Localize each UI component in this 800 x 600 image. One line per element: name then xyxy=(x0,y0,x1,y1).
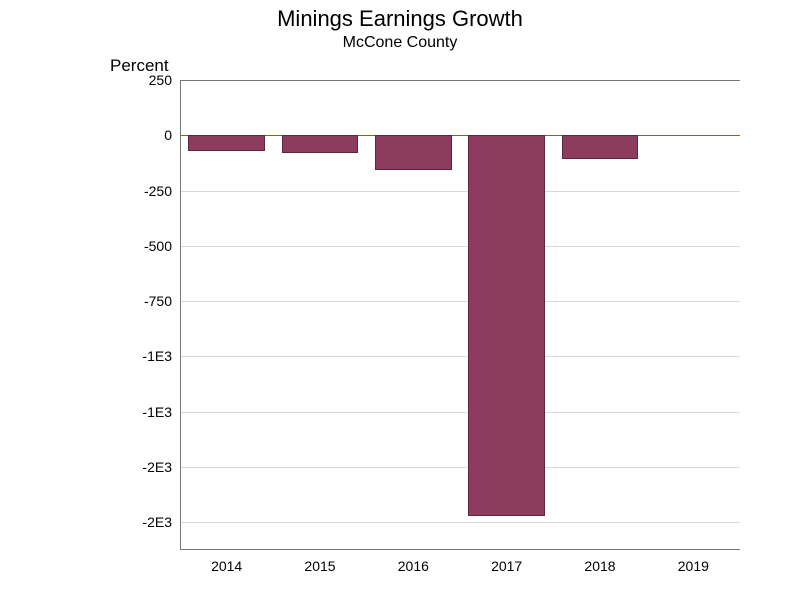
y-tick-label: -2E3 xyxy=(92,459,172,475)
chart-container: Minings Earnings Growth McCone County Pe… xyxy=(0,0,800,600)
y-tick-label: 0 xyxy=(92,127,172,143)
bar xyxy=(375,135,452,169)
gridline xyxy=(180,191,740,192)
bar xyxy=(468,135,545,515)
gridline xyxy=(180,412,740,413)
y-tick-label: 250 xyxy=(92,72,172,88)
x-tick-label: 2014 xyxy=(211,558,242,574)
y-tick-label: -1E3 xyxy=(92,348,172,364)
x-tick-label: 2019 xyxy=(678,558,709,574)
x-tick-label: 2018 xyxy=(584,558,615,574)
x-tick-label: 2015 xyxy=(304,558,335,574)
y-tick-label: -250 xyxy=(92,183,172,199)
chart-title: Minings Earnings Growth xyxy=(0,6,800,32)
plot-area xyxy=(180,80,740,550)
chart-subtitle: McCone County xyxy=(0,34,800,52)
x-tick-label: 2017 xyxy=(491,558,522,574)
bar xyxy=(562,135,639,158)
bar xyxy=(282,135,359,153)
gridline xyxy=(180,467,740,468)
gridline xyxy=(180,80,740,81)
gridline xyxy=(180,246,740,247)
y-tick-label: -750 xyxy=(92,293,172,309)
gridline xyxy=(180,356,740,357)
y-tick-label: -2E3 xyxy=(92,514,172,530)
y-tick-label: -1E3 xyxy=(92,404,172,420)
gridline xyxy=(180,301,740,302)
bar xyxy=(188,135,265,150)
x-tick-label: 2016 xyxy=(398,558,429,574)
gridline xyxy=(180,522,740,523)
y-tick-label: -500 xyxy=(92,238,172,254)
